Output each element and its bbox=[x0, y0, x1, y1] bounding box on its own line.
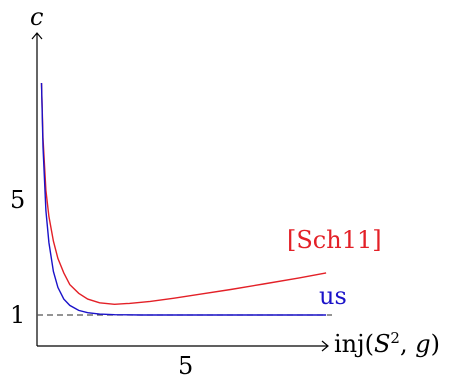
x-axis-label-prefix: inj( bbox=[334, 330, 374, 358]
x-axis-label-s: S bbox=[374, 330, 390, 358]
y-tick-label-5: 5 bbox=[10, 186, 25, 214]
x-axis-label-exponent: 2 bbox=[390, 329, 400, 347]
y-axis-label: c bbox=[30, 3, 43, 31]
plot-area: c inj(S2, g) 1 5 5 [Sch11] us bbox=[10, 3, 440, 377]
x-tick-label-5: 5 bbox=[178, 352, 193, 377]
x-axis-label-suffix: ) bbox=[431, 330, 440, 358]
y-tick-label-1: 1 bbox=[10, 301, 25, 329]
series-line-sch11 bbox=[42, 83, 327, 304]
x-axis-label-comma: , bbox=[400, 330, 415, 358]
x-axis-label: inj(S2, g) bbox=[334, 329, 440, 358]
x-axis-label-g: g bbox=[415, 330, 430, 358]
series-label-sch11: [Sch11] bbox=[287, 226, 382, 254]
series-label-us: us bbox=[319, 282, 347, 310]
